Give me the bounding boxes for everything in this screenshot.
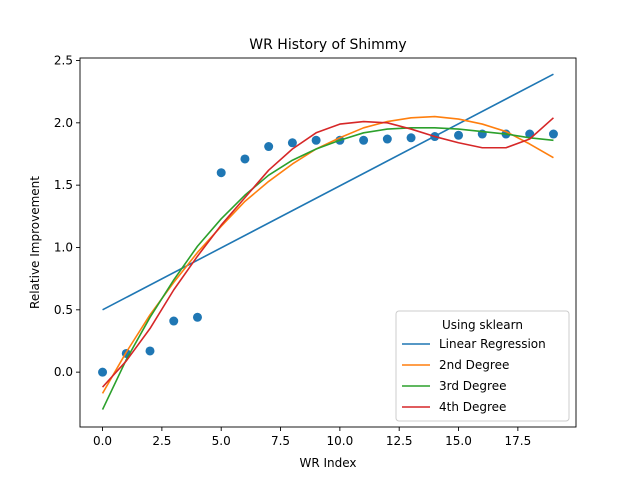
scatter-point <box>311 135 321 145</box>
scatter-point <box>169 316 179 326</box>
y-tick-label: 2.5 <box>54 53 73 67</box>
x-tick-label: 7.5 <box>271 434 290 448</box>
series-line-4 <box>101 117 554 388</box>
x-tick-label: 17.5 <box>504 434 531 448</box>
y-axis: 0.0 0.5 1.0 1.5 2.0 2.5 <box>54 53 80 379</box>
series-line-1 <box>102 73 554 311</box>
y-axis-label: Relative Improvement <box>28 176 42 309</box>
x-axis-label: WR Index <box>299 456 356 470</box>
x-tick-label: 0.0 <box>93 434 112 448</box>
x-tick-label: 10.0 <box>327 434 354 448</box>
legend-title: Using sklearn <box>442 318 523 332</box>
y-tick-label: 1.0 <box>54 240 73 254</box>
legend-entry: Linear Regression <box>439 337 546 351</box>
chart-title: WR History of Shimmy <box>249 37 406 53</box>
y-tick-label: 2.0 <box>54 116 73 130</box>
scatter-point <box>216 168 226 178</box>
scatter-point <box>240 154 250 164</box>
legend: Using sklearn Linear Regression 2nd Degree… <box>395 310 570 422</box>
scatter-point <box>382 134 392 144</box>
legend-box <box>395 310 570 422</box>
series-line-2 <box>101 115 554 394</box>
scatter-point <box>98 367 108 377</box>
axes-frame <box>79 57 577 428</box>
scatter-point <box>359 135 369 145</box>
scatter-point <box>454 130 464 140</box>
legend-entry: 3rd Degree <box>439 379 506 393</box>
y-tick-label: 0.5 <box>54 303 73 317</box>
x-tick-label: 2.5 <box>152 434 171 448</box>
plot-area <box>79 57 577 428</box>
scatter-point <box>192 312 202 322</box>
x-tick-label: 12.5 <box>386 434 413 448</box>
x-tick-label: 15.0 <box>445 434 472 448</box>
legend-entry: 2nd Degree <box>439 358 509 372</box>
series-group <box>98 73 558 410</box>
y-tick-label: 0.0 <box>54 365 73 379</box>
x-tick-label: 5.0 <box>212 434 231 448</box>
scatter-point <box>287 138 297 148</box>
scatter-point <box>548 129 558 139</box>
legend-entry: 4th Degree <box>439 400 506 414</box>
scatter-point <box>145 346 155 356</box>
scatter-point <box>264 142 274 152</box>
series-line-3 <box>101 127 554 410</box>
scatter-point <box>406 133 416 143</box>
y-tick-label: 1.5 <box>54 178 73 192</box>
x-axis: 0.0 2.5 5.0 7.5 10.0 12.5 15.0 17.5 <box>93 427 531 448</box>
